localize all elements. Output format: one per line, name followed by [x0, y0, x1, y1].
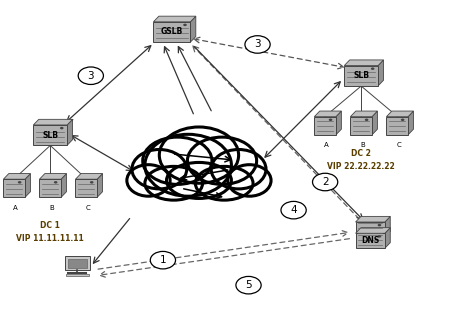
Bar: [65, 256, 89, 270]
Bar: [33, 125, 67, 145]
Polygon shape: [355, 216, 389, 222]
Bar: [66, 274, 88, 276]
Text: A: A: [323, 142, 328, 148]
Text: 3: 3: [87, 71, 94, 81]
Bar: [75, 179, 97, 197]
Circle shape: [183, 24, 186, 26]
Polygon shape: [61, 174, 66, 197]
Text: 2: 2: [321, 177, 328, 187]
Polygon shape: [386, 111, 413, 117]
Polygon shape: [190, 16, 195, 42]
Ellipse shape: [143, 137, 212, 184]
Text: DC 2
VIP 22.22.22.22: DC 2 VIP 22.22.22.22: [327, 149, 394, 171]
Text: A: A: [13, 204, 18, 210]
Circle shape: [400, 119, 404, 121]
Circle shape: [377, 235, 380, 238]
Circle shape: [60, 127, 64, 129]
Text: 4: 4: [290, 205, 296, 215]
Circle shape: [54, 181, 57, 184]
Polygon shape: [153, 16, 195, 22]
Polygon shape: [313, 111, 341, 117]
Polygon shape: [344, 60, 382, 66]
Bar: [153, 22, 190, 42]
Text: B: B: [49, 204, 54, 210]
Polygon shape: [39, 174, 66, 179]
Text: C: C: [396, 142, 400, 148]
Ellipse shape: [187, 137, 256, 184]
Circle shape: [281, 201, 305, 219]
Text: GSLB: GSLB: [161, 27, 183, 36]
Bar: [355, 233, 384, 248]
Polygon shape: [67, 119, 73, 145]
Text: 3: 3: [253, 40, 260, 50]
Bar: [386, 117, 407, 135]
Text: 5: 5: [245, 280, 251, 290]
Ellipse shape: [132, 149, 186, 189]
Ellipse shape: [195, 166, 253, 200]
Circle shape: [328, 119, 331, 121]
Circle shape: [78, 67, 103, 84]
Circle shape: [244, 36, 270, 53]
Ellipse shape: [145, 166, 202, 200]
Polygon shape: [371, 111, 377, 135]
Ellipse shape: [227, 165, 271, 196]
Circle shape: [377, 224, 380, 226]
Circle shape: [370, 68, 373, 70]
Bar: [350, 117, 371, 135]
Text: B: B: [359, 142, 364, 148]
Polygon shape: [350, 111, 377, 117]
Polygon shape: [97, 174, 102, 197]
Bar: [68, 259, 87, 268]
Circle shape: [18, 181, 21, 184]
Polygon shape: [33, 119, 73, 125]
Bar: [355, 222, 384, 237]
Circle shape: [364, 119, 368, 121]
Circle shape: [312, 173, 337, 191]
Bar: [39, 179, 61, 197]
Polygon shape: [335, 111, 341, 135]
Ellipse shape: [145, 134, 231, 196]
Polygon shape: [4, 174, 30, 179]
Polygon shape: [377, 60, 382, 86]
Ellipse shape: [159, 127, 238, 183]
Text: C: C: [85, 204, 90, 210]
Polygon shape: [384, 228, 389, 248]
Ellipse shape: [166, 162, 231, 198]
Text: DNS: DNS: [360, 236, 378, 245]
Circle shape: [90, 181, 93, 184]
Bar: [344, 66, 377, 86]
Circle shape: [235, 276, 261, 294]
Ellipse shape: [127, 165, 170, 196]
Polygon shape: [25, 174, 30, 197]
Polygon shape: [384, 216, 389, 237]
Circle shape: [150, 252, 175, 269]
Ellipse shape: [211, 149, 266, 189]
Bar: [313, 117, 335, 135]
Text: 1: 1: [159, 255, 166, 265]
Text: DC 1
VIP 11.11.11.11: DC 1 VIP 11.11.11.11: [16, 221, 84, 243]
Polygon shape: [355, 228, 389, 233]
Text: SLB: SLB: [352, 71, 368, 80]
Polygon shape: [75, 174, 102, 179]
Polygon shape: [407, 111, 413, 135]
Bar: [4, 179, 25, 197]
Text: SLB: SLB: [42, 131, 58, 140]
